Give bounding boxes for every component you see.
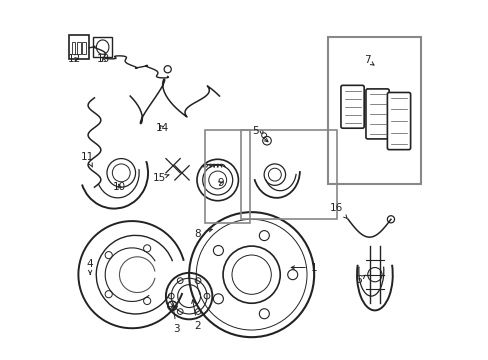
Bar	[82, 42, 86, 54]
Text: 11: 11	[81, 152, 94, 167]
Text: 9: 9	[217, 178, 223, 188]
Text: 6: 6	[355, 275, 365, 285]
FancyBboxPatch shape	[365, 89, 388, 139]
Bar	[241, 130, 337, 219]
Bar	[205, 130, 249, 223]
Text: 16: 16	[329, 203, 346, 219]
Text: 5: 5	[251, 126, 267, 142]
Bar	[328, 37, 421, 184]
Text: 8: 8	[194, 229, 212, 239]
Text: 10: 10	[113, 182, 126, 192]
Text: 14: 14	[155, 123, 169, 133]
Text: 2: 2	[191, 300, 200, 331]
FancyBboxPatch shape	[386, 93, 410, 150]
Text: 7: 7	[363, 55, 373, 65]
Bar	[69, 35, 89, 59]
Text: 4: 4	[87, 259, 93, 275]
Bar	[77, 42, 81, 54]
Text: 12: 12	[68, 54, 81, 64]
Bar	[93, 37, 112, 57]
Text: 3: 3	[171, 305, 180, 334]
Text: 1: 1	[291, 262, 317, 273]
Bar	[71, 42, 75, 54]
Text: 15: 15	[153, 173, 169, 183]
FancyBboxPatch shape	[340, 85, 364, 128]
Text: 13: 13	[97, 54, 110, 64]
